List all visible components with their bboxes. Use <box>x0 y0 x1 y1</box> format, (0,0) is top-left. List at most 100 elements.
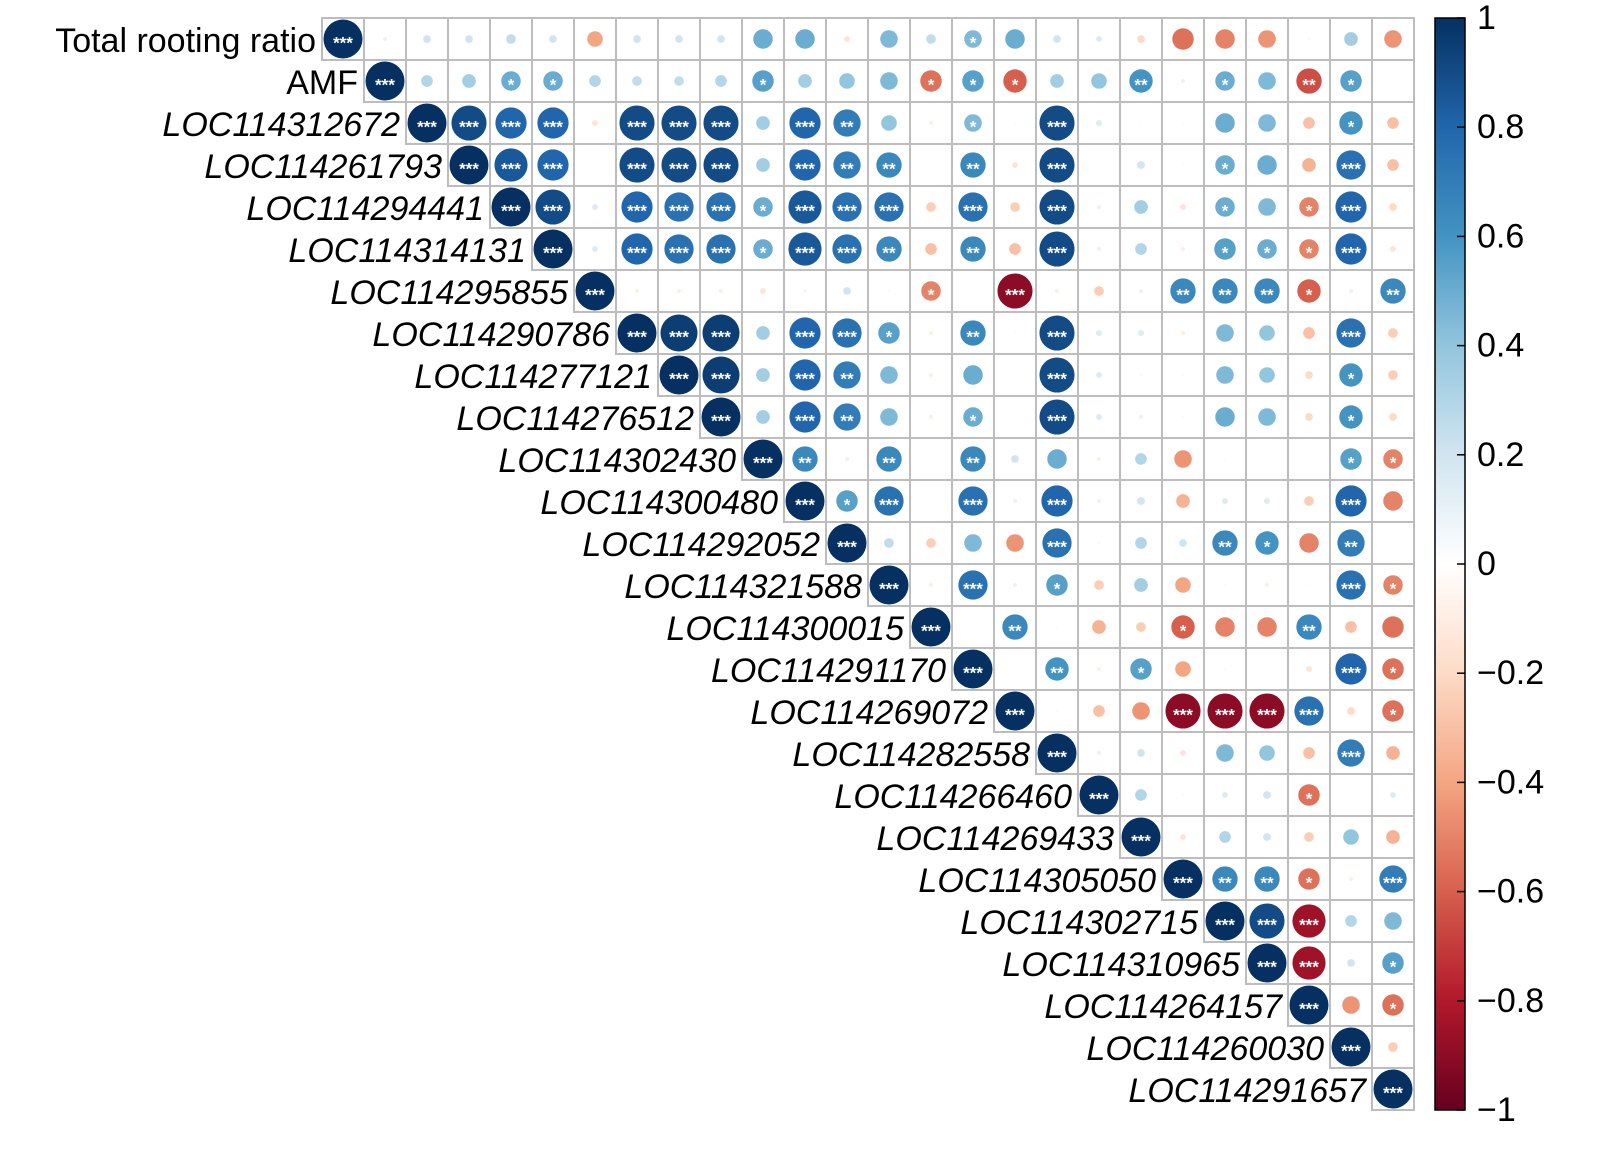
corr-circle <box>365 61 405 101</box>
corr-circle <box>962 70 984 92</box>
corr-circle <box>925 243 937 255</box>
corr-circle <box>844 36 850 42</box>
corr-circle <box>1335 191 1367 223</box>
significance-label: * <box>1390 706 1397 725</box>
significance-label: * <box>760 202 767 221</box>
corr-circle <box>462 74 476 88</box>
corr-circle <box>465 35 473 43</box>
corr-circle <box>1165 693 1201 729</box>
corr-circle <box>1134 578 1148 592</box>
corr-circle <box>495 107 527 139</box>
significance-label: *** <box>1005 706 1025 725</box>
corr-circle <box>1097 499 1101 503</box>
corr-circle <box>1336 318 1366 348</box>
corr-circle <box>1215 113 1235 133</box>
corr-circle <box>1263 791 1271 799</box>
corr-circle <box>1392 80 1394 82</box>
corr-circle <box>963 407 983 427</box>
significance-label: *** <box>1299 1000 1319 1019</box>
corr-circle <box>421 75 433 87</box>
corr-circle <box>960 236 986 262</box>
corr-circle <box>633 35 641 43</box>
corr-circle <box>1336 150 1366 180</box>
corr-circle <box>1349 877 1353 881</box>
corr-circle <box>843 287 851 295</box>
corr-circle <box>592 120 598 126</box>
row-label: LOC114321588 <box>624 568 862 606</box>
significance-label: * <box>1222 244 1229 263</box>
corr-circle <box>592 246 598 252</box>
significance-label: * <box>1348 76 1355 95</box>
corr-circle <box>1212 278 1238 304</box>
corr-circle <box>664 192 694 222</box>
corr-circle <box>1257 239 1277 259</box>
corr-circle <box>449 145 489 185</box>
significance-label: * <box>928 286 935 305</box>
significance-label: *** <box>1341 160 1361 179</box>
corr-circle <box>706 234 736 264</box>
significance-label: * <box>1306 286 1313 305</box>
significance-label: ** <box>966 328 980 347</box>
corr-circle <box>1009 243 1021 255</box>
corr-circle <box>1207 693 1243 729</box>
corr-circle <box>930 500 932 502</box>
corr-circle <box>1335 485 1367 517</box>
significance-label: ** <box>1302 76 1316 95</box>
corr-circle <box>958 486 988 516</box>
colorbar-tick-label: −0.6 <box>1477 873 1544 911</box>
corr-circle <box>1050 74 1064 88</box>
corr-circle <box>1163 859 1203 899</box>
corr-circle <box>1345 915 1357 927</box>
significance-label: *** <box>963 202 983 221</box>
corr-circle <box>929 583 933 587</box>
significance-label: *** <box>375 76 395 95</box>
corr-circle <box>1255 531 1279 555</box>
significance-label: *** <box>669 370 689 389</box>
corr-circle <box>1013 499 1017 503</box>
corr-circle <box>703 105 739 141</box>
corr-circle <box>1053 35 1061 43</box>
significance-label: *** <box>417 118 437 137</box>
corr-circle <box>1215 617 1235 637</box>
significance-label: *** <box>1215 706 1235 725</box>
significance-label: ** <box>1344 538 1358 557</box>
corr-circle <box>1266 668 1268 670</box>
significance-label: *** <box>711 412 731 431</box>
colorbar-tick-label: 0.2 <box>1477 436 1524 474</box>
significance-label: *** <box>711 328 731 347</box>
row-label: LOC114277121 <box>414 358 652 396</box>
corr-circle <box>997 273 1033 309</box>
corr-circle <box>929 331 933 335</box>
colorbar-tick-label: 1 <box>1477 0 1496 37</box>
corr-circle <box>1296 614 1322 640</box>
corr-circle <box>836 490 858 512</box>
corr-circle <box>702 314 740 352</box>
corr-circle <box>753 197 773 217</box>
significance-label: *** <box>459 160 479 179</box>
corr-circle <box>1181 247 1185 251</box>
corr-circle <box>1215 407 1235 427</box>
significance-label: *** <box>711 160 731 179</box>
corr-circle <box>1380 278 1406 304</box>
corr-circle <box>921 281 941 301</box>
corr-circle <box>491 187 531 227</box>
significance-label: *** <box>711 244 731 263</box>
corr-circle <box>1302 158 1316 172</box>
significance-label: *** <box>837 244 857 263</box>
significance-label: *** <box>1047 328 1067 347</box>
corr-circle <box>1303 327 1315 339</box>
significance-label: * <box>760 244 767 263</box>
corr-circle <box>1175 577 1191 593</box>
corr-circle <box>1136 622 1146 632</box>
significance-label: * <box>1222 76 1229 95</box>
significance-label: ** <box>966 160 980 179</box>
corr-circle <box>1337 739 1365 767</box>
corr-circle <box>1096 36 1102 42</box>
corr-circle <box>1292 946 1326 980</box>
significance-label: *** <box>753 454 773 473</box>
significance-label: * <box>1222 202 1229 221</box>
corr-circle <box>1134 200 1148 214</box>
corr-circle <box>1137 497 1145 505</box>
corr-circle <box>661 105 697 141</box>
corr-circle <box>789 149 821 181</box>
